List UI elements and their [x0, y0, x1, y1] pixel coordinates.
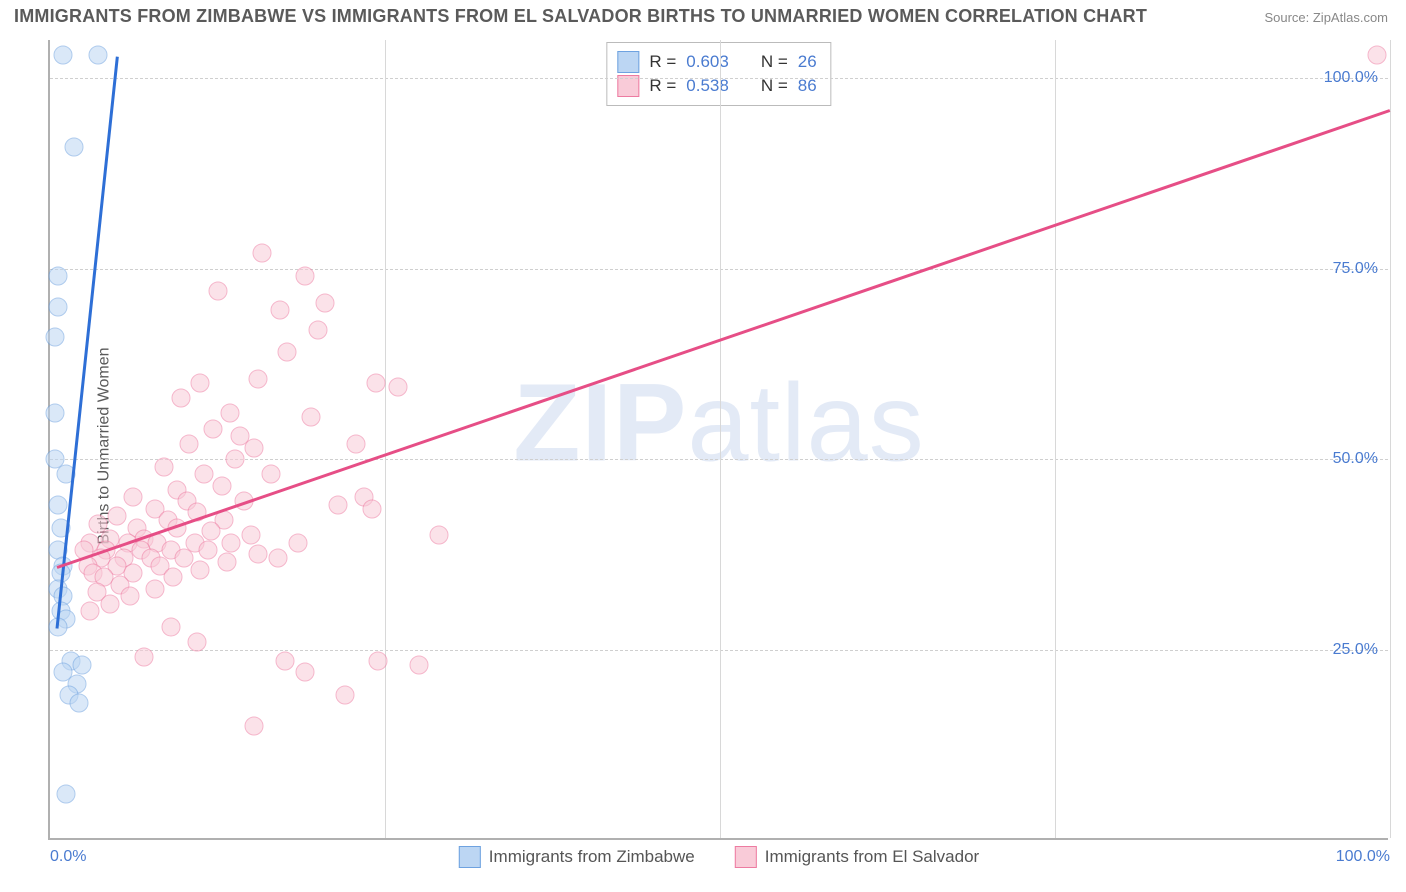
- data-point: [315, 293, 334, 312]
- data-point: [180, 434, 199, 453]
- data-point: [121, 587, 140, 606]
- x-tick-label: 0.0%: [50, 848, 86, 866]
- legend-r-label: R =: [649, 52, 676, 72]
- data-point: [244, 438, 263, 457]
- plot-area: ZIPatlas R =0.603N =26R =0.538N =86 Immi…: [48, 40, 1388, 840]
- gridline-v: [720, 40, 721, 838]
- gridline-v: [1055, 40, 1056, 838]
- gridline-h: [50, 78, 1388, 79]
- data-point: [295, 267, 314, 286]
- data-point: [204, 419, 223, 438]
- data-point: [369, 651, 388, 670]
- data-point: [164, 568, 183, 587]
- x-tick-label: 100.0%: [1336, 848, 1390, 866]
- data-point: [49, 297, 68, 316]
- data-point: [195, 465, 214, 484]
- data-point: [329, 495, 348, 514]
- data-point: [248, 545, 267, 564]
- data-point: [208, 282, 227, 301]
- data-point: [409, 655, 428, 674]
- data-point: [248, 370, 267, 389]
- data-point: [268, 549, 287, 568]
- legend-bottom-label: Immigrants from El Salvador: [765, 847, 979, 867]
- data-point: [366, 373, 385, 392]
- gridline-h: [50, 459, 1388, 460]
- legend-n-label: N =: [761, 52, 788, 72]
- data-point: [275, 651, 294, 670]
- legend-bottom-label: Immigrants from Zimbabwe: [489, 847, 695, 867]
- data-point: [220, 404, 239, 423]
- y-tick-label: 75.0%: [1333, 260, 1378, 278]
- data-point: [154, 457, 173, 476]
- data-point: [242, 526, 261, 545]
- legend-bottom-item: Immigrants from Zimbabwe: [459, 846, 695, 868]
- data-point: [101, 594, 120, 613]
- data-point: [217, 552, 236, 571]
- data-point: [212, 476, 231, 495]
- data-point: [161, 617, 180, 636]
- data-point: [46, 404, 65, 423]
- data-point: [252, 244, 271, 263]
- y-tick-label: 100.0%: [1324, 69, 1378, 87]
- data-point: [191, 560, 210, 579]
- data-point: [288, 533, 307, 552]
- gridline-v: [1390, 40, 1391, 838]
- chart-title: IMMIGRANTS FROM ZIMBABWE VS IMMIGRANTS F…: [14, 6, 1147, 27]
- data-point: [191, 373, 210, 392]
- legend-n-value: 26: [798, 52, 817, 72]
- data-point: [302, 408, 321, 427]
- data-point: [271, 301, 290, 320]
- data-point: [262, 465, 281, 484]
- legend-swatch: [459, 846, 481, 868]
- data-point: [134, 648, 153, 667]
- data-point: [89, 46, 108, 65]
- legend-r-value: 0.603: [686, 52, 729, 72]
- data-point: [73, 655, 92, 674]
- data-point: [57, 785, 76, 804]
- legend-bottom-item: Immigrants from El Salvador: [735, 846, 979, 868]
- data-point: [49, 267, 68, 286]
- legend-swatch: [617, 51, 639, 73]
- data-point: [295, 663, 314, 682]
- legend-bottom: Immigrants from Zimbabwe Immigrants from …: [459, 846, 979, 868]
- data-point: [188, 632, 207, 651]
- watermark: ZIPatlas: [513, 360, 924, 487]
- trend-line: [56, 109, 1390, 569]
- y-tick-label: 25.0%: [1333, 641, 1378, 659]
- data-point: [309, 320, 328, 339]
- data-point: [145, 579, 164, 598]
- data-point: [362, 499, 381, 518]
- data-point: [278, 343, 297, 362]
- data-point: [49, 495, 68, 514]
- y-tick-label: 50.0%: [1333, 450, 1378, 468]
- gridline-h: [50, 650, 1388, 651]
- data-point: [429, 526, 448, 545]
- data-point: [124, 488, 143, 507]
- data-point: [244, 716, 263, 735]
- legend-swatch: [735, 846, 757, 868]
- data-point: [108, 507, 127, 526]
- gridline-h: [50, 269, 1388, 270]
- data-point: [225, 450, 244, 469]
- gridline-v: [385, 40, 386, 838]
- data-point: [54, 46, 73, 65]
- data-point: [221, 533, 240, 552]
- legend-row: R = 0.603 N = 26: [617, 51, 816, 73]
- legend-top: R =0.603N =26R =0.538N =86: [606, 42, 831, 106]
- data-point: [335, 686, 354, 705]
- data-point: [199, 541, 218, 560]
- data-point: [81, 602, 100, 621]
- data-point: [65, 137, 84, 156]
- data-point: [46, 328, 65, 347]
- data-point: [172, 389, 191, 408]
- data-point: [1367, 46, 1386, 65]
- data-point: [346, 434, 365, 453]
- data-point: [201, 522, 220, 541]
- data-point: [70, 693, 89, 712]
- data-point: [389, 377, 408, 396]
- source-label: Source: ZipAtlas.com: [1264, 10, 1388, 25]
